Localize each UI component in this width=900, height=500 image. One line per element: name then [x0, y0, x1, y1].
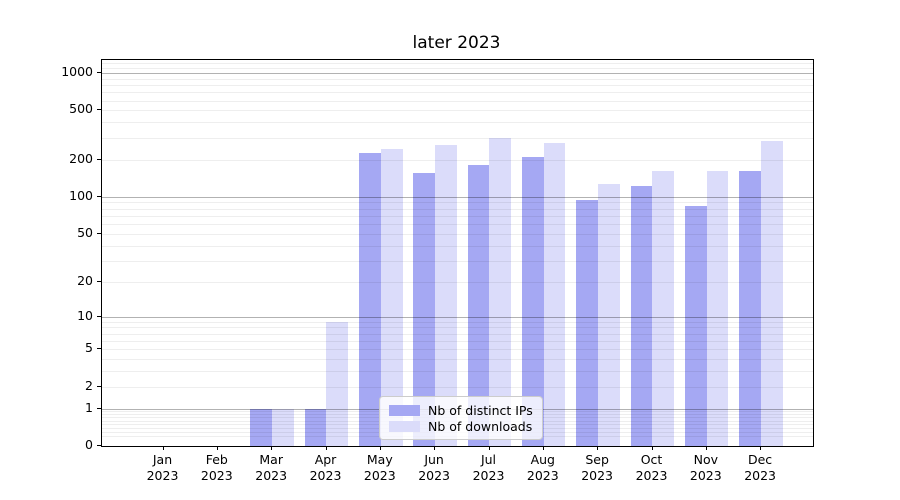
y-tick-mark	[97, 445, 101, 446]
y-tick-label: 5	[85, 340, 93, 356]
legend-row: Nb of distinct IPs	[389, 402, 533, 418]
bar-dec-ips	[739, 170, 762, 446]
bar-jun-ips	[413, 173, 436, 446]
y-tick-mark	[97, 72, 101, 73]
x-tick-mark	[651, 446, 653, 450]
bar-oct-ips	[630, 186, 653, 446]
x-tick-mark	[162, 446, 164, 450]
y-tick-label: 200	[69, 150, 93, 166]
y-tick-mark	[97, 195, 101, 197]
x-tick-label-dec: Dec 2023	[744, 452, 776, 483]
bar-dec-downloads	[761, 141, 783, 446]
bar-aug-downloads	[543, 143, 566, 446]
x-tick-label-feb: Feb 2023	[200, 452, 233, 483]
bar-may-ips	[359, 153, 381, 446]
bar-sep-downloads	[598, 184, 620, 446]
x-tick-mark	[597, 446, 599, 450]
y-tick-label: 10	[77, 307, 93, 323]
y-tick-mark	[97, 315, 101, 317]
y-tick-label: 50	[77, 224, 93, 240]
x-tick-label-nov: Nov 2023	[689, 452, 722, 483]
x-tick-mark	[271, 446, 273, 450]
legend-label: Nb of downloads	[428, 418, 533, 434]
y-tick-label: 1000	[61, 64, 93, 79]
x-tick-mark	[760, 446, 762, 450]
y-tick-mark	[97, 232, 101, 234]
y-tick-mark	[97, 280, 101, 282]
x-tick-mark	[379, 446, 381, 450]
x-tick-label-jun: Jun 2023	[418, 452, 450, 483]
legend-label: Nb of distinct IPs	[428, 402, 533, 418]
bar-nov-ips	[685, 205, 707, 446]
x-tick-mark	[705, 446, 707, 450]
x-tick-label-jan: Jan 2023	[146, 452, 179, 483]
bar-jun-downloads	[435, 144, 457, 446]
y-tick-mark	[97, 407, 101, 409]
y-tick-label: 0	[85, 437, 93, 452]
x-tick-label-aug: Aug 2023	[526, 452, 559, 483]
x-tick-mark	[488, 446, 490, 450]
legend-swatch-ips	[389, 404, 420, 416]
chart-title: later 2023	[412, 33, 501, 53]
y-tick-mark	[97, 158, 101, 160]
x-tick-mark	[542, 446, 544, 450]
x-tick-label-apr: Apr 2023	[309, 452, 342, 483]
y-tick-label: 1	[85, 399, 93, 415]
y-tick-mark	[97, 109, 101, 111]
bar-mar-ips	[250, 408, 273, 446]
bar-jul-downloads	[489, 137, 512, 446]
y-tick-label: 20	[77, 272, 93, 288]
bar-sep-ips	[576, 199, 599, 446]
legend-swatch-downloads	[389, 420, 420, 432]
x-tick-mark	[216, 446, 218, 450]
plot-area: Nb of distinct IPs Nb of downloads	[101, 59, 814, 447]
bar-aug-ips	[522, 156, 544, 446]
x-tick-label-mar: Mar 2023	[255, 452, 288, 483]
x-tick-mark	[325, 446, 327, 450]
bar-nov-downloads	[706, 170, 729, 446]
bars-layer	[102, 60, 813, 446]
x-tick-mark	[434, 446, 436, 450]
bar-oct-downloads	[652, 170, 675, 446]
legend: Nb of distinct IPs Nb of downloads	[379, 396, 543, 440]
y-tick-mark	[97, 385, 101, 387]
bar-apr-ips	[304, 408, 327, 446]
legend-row: Nb of downloads	[389, 418, 533, 434]
bar-apr-downloads	[326, 321, 349, 446]
y-tick-label: 2	[85, 377, 93, 393]
bar-mar-downloads	[272, 408, 294, 446]
y-tick-label: 100	[69, 187, 93, 203]
x-tick-label-jul: Jul 2023	[472, 452, 505, 483]
y-tick-mark	[97, 348, 101, 350]
y-tick-label: 500	[69, 101, 93, 117]
bar-may-downloads	[380, 148, 403, 446]
x-tick-label-may: May 2023	[363, 452, 396, 483]
bar-jul-ips	[467, 165, 490, 446]
x-tick-label-oct: Oct 2023	[635, 452, 668, 483]
x-tick-label-sep: Sep 2023	[581, 452, 613, 483]
